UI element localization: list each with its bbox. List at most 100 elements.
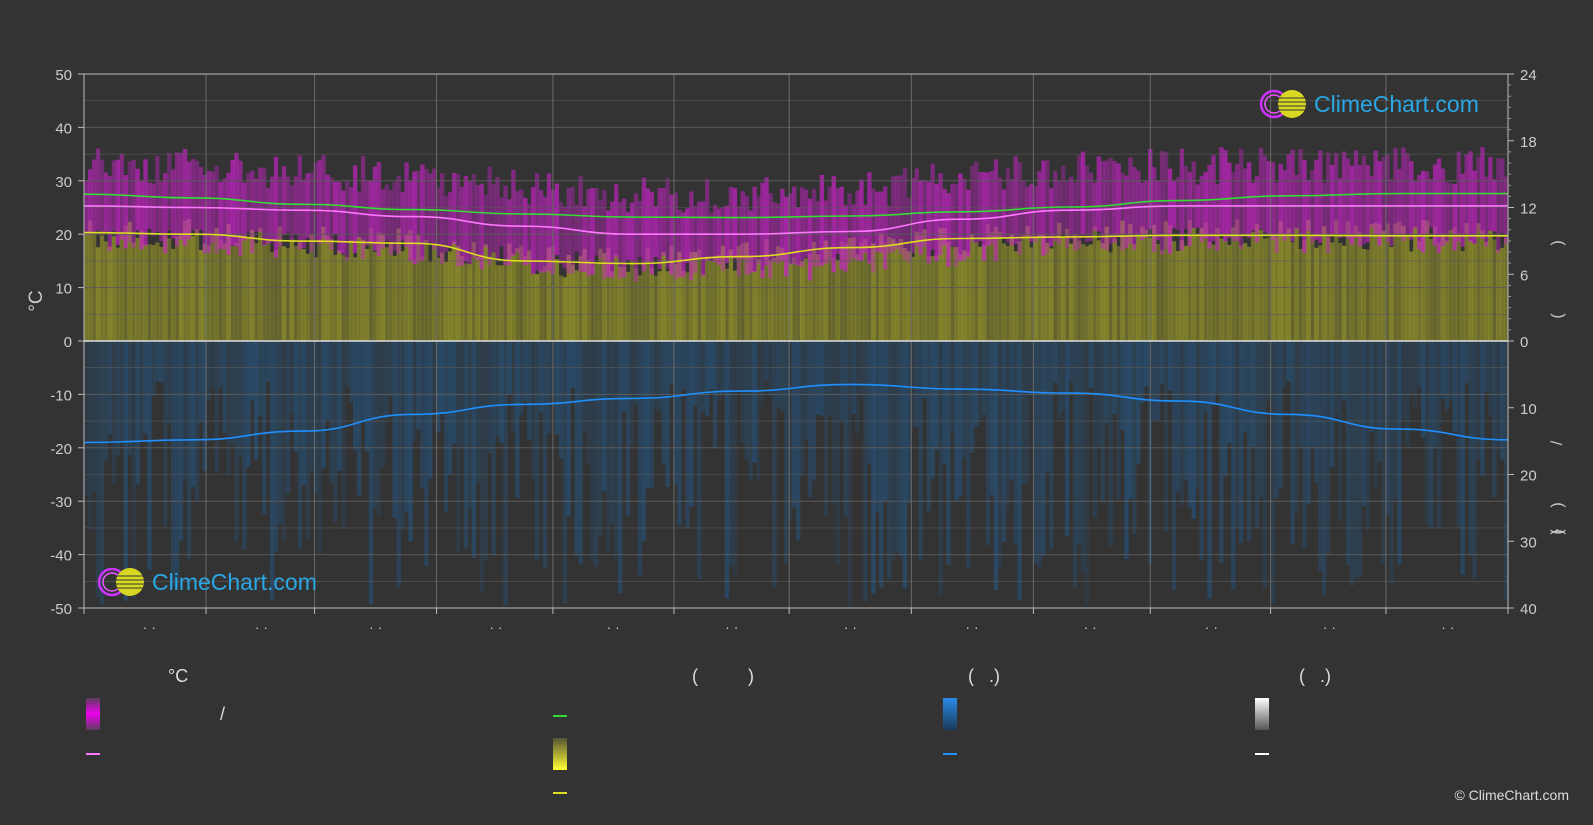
temperature-range-bar — [1128, 157, 1133, 244]
sunshine-bar — [174, 236, 180, 341]
sunshine-bar — [629, 260, 635, 341]
sunshine-bar — [530, 273, 536, 341]
precipitation-bar — [1464, 341, 1469, 383]
sunshine-bar — [1420, 220, 1426, 341]
sunshine-bar — [432, 244, 437, 341]
temperature-range-bar — [123, 175, 128, 249]
temperature-range-bar — [1219, 147, 1224, 236]
temperature-range-bar — [732, 188, 738, 259]
temperature-range-bar — [1444, 181, 1450, 243]
sunshine-bar — [1341, 245, 1347, 341]
precipitation-bar — [139, 341, 144, 442]
legend-col2-header: ( ) — [692, 666, 754, 686]
precipitation-bar — [534, 341, 540, 560]
sunshine-bar — [1219, 238, 1224, 341]
precipitation-bar — [273, 341, 279, 552]
temperature-range-bar — [633, 193, 639, 282]
precipitation-bar — [578, 341, 583, 565]
precipitation-bar — [708, 341, 714, 390]
temperature-range-bar — [918, 180, 923, 255]
precipitation-bar — [542, 341, 548, 568]
temperature-range-bar — [1061, 165, 1066, 234]
logo-bottom-left[interactable]: ClimeChart.com — [96, 566, 317, 598]
sunshine-bar — [420, 256, 425, 341]
sunshine-bar — [788, 263, 793, 341]
precipitation-bar — [1144, 341, 1149, 387]
temperature-range-bar — [1417, 174, 1422, 250]
copyright: © ClimeChart.com — [1454, 787, 1569, 803]
sunshine-bar — [289, 239, 295, 341]
temperature-range-bar — [665, 178, 670, 269]
sunshine-bar — [922, 229, 927, 341]
temperature-range-bar — [1330, 164, 1335, 237]
precipitation-bar — [1203, 341, 1208, 413]
temperature-range-bar — [174, 152, 180, 247]
precipitation-bar — [1064, 341, 1070, 537]
sunshine-bar — [1029, 247, 1034, 341]
legend-line-yellow — [553, 792, 567, 794]
temperature-range-bar — [352, 165, 358, 254]
x-tick-label: · · — [965, 619, 978, 635]
sunshine-bar — [1080, 244, 1086, 341]
precipitation-bar — [748, 341, 753, 481]
sunshine-bar — [661, 252, 666, 341]
sunshine-bar — [400, 251, 405, 341]
sunshine-bar — [772, 257, 777, 341]
logo-top-right[interactable]: ClimeChart.com — [1258, 88, 1479, 120]
precipitation-bar — [360, 341, 366, 421]
temperature-range-bar — [1064, 180, 1070, 249]
precipitation-bar — [831, 341, 836, 505]
temperature-range-bar — [554, 183, 560, 256]
sunshine-bar — [1187, 220, 1192, 341]
sunshine-bar — [515, 248, 520, 341]
precipitation-bar — [705, 341, 710, 416]
temperature-range-bar — [792, 186, 797, 264]
precipitation-bar — [246, 341, 251, 467]
sunshine-bar — [1057, 222, 1062, 341]
precipitation-bar — [1183, 341, 1188, 481]
temperature-range-bar — [752, 186, 757, 273]
sunshine-bar — [463, 263, 469, 341]
temperature-range-bar — [736, 206, 742, 277]
temperature-range-bar — [681, 212, 686, 277]
temperature-range-bar — [985, 172, 991, 246]
sunshine-bar — [127, 221, 132, 341]
temperature-range-bar — [1428, 178, 1434, 228]
series-line-2 — [83, 231, 1508, 265]
sunshine-bar — [558, 275, 564, 341]
sunshine-bar — [337, 250, 342, 341]
temperature-range-bar — [859, 179, 864, 261]
sunshine-bar — [1369, 224, 1374, 341]
temperature-range-bar — [99, 159, 105, 236]
temperature-range-bar — [87, 169, 93, 235]
sunshine-bar — [1306, 220, 1311, 341]
left-tick-label: 10 — [55, 281, 72, 298]
precipitation-bar — [404, 341, 409, 512]
temperature-range-bar — [1021, 180, 1026, 239]
sunshine-bar — [226, 224, 231, 341]
precipitation-bar — [1353, 341, 1359, 580]
sunshine-bar — [744, 242, 749, 341]
sunshine-bar — [147, 244, 152, 341]
sunshine-bar — [618, 267, 623, 341]
sunshine-bar — [265, 239, 271, 341]
sunshine-bar — [301, 249, 306, 341]
precipitation-bar — [946, 341, 951, 565]
temperature-range-bar — [705, 178, 710, 261]
temperature-range-bar — [1500, 158, 1505, 233]
temperature-range-bar — [653, 206, 658, 257]
sunshine-bar — [946, 241, 951, 341]
temperature-range-bar — [119, 153, 124, 240]
sunshine-bar — [527, 250, 532, 341]
legend-col1-slash: / — [220, 704, 226, 724]
precipitation-bar — [1104, 341, 1109, 424]
precipitation-bar — [886, 341, 892, 579]
precipitation-bar — [1112, 341, 1117, 415]
sunshine-bar — [349, 239, 354, 341]
precipitation-bar — [1310, 341, 1315, 450]
temperature-range-bar — [1080, 151, 1086, 236]
precipitation-bar — [665, 341, 670, 488]
sunshine-bar — [262, 244, 267, 341]
precipitation-bar — [1239, 341, 1244, 543]
sunshine-bar — [1163, 221, 1169, 341]
